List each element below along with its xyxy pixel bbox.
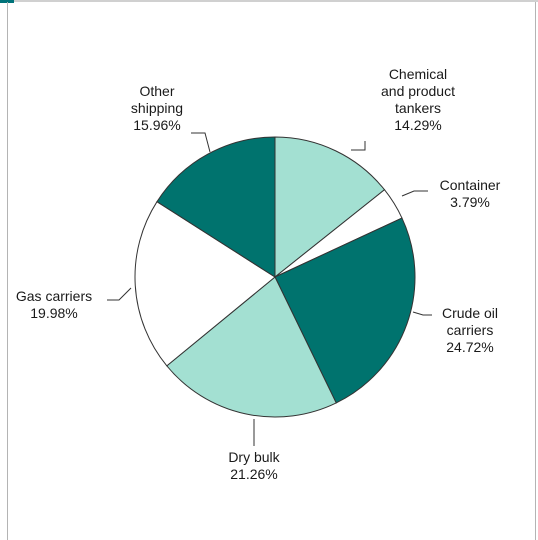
slice-label-4: Dry bulk 21.26% [228,449,280,482]
top-border [0,0,538,2]
leader-line-6 [191,132,211,153]
slice-label-2: Container 3.79% [440,177,501,210]
slice-labels: Chemical and product tankers 14.29% Containe… [16,66,501,482]
slice-label-1: Chemical and product tankers 14.29% [381,66,455,133]
slice-value-text: 21.26% [230,466,277,482]
pie-slices [134,136,416,418]
slice-label-6: Other shipping 15.96% [131,83,183,133]
top-accent-bar [0,0,14,3]
slice-value-text: 14.29% [394,117,441,133]
leader-line-1 [351,141,366,151]
slice-name-text: Chemical [389,66,447,82]
slice-label-5: Gas carriers 19.98% [16,288,92,321]
slice-name-text: Container [440,177,501,193]
slice-name-text: and product [381,83,455,99]
pie-slice-5 [134,200,276,367]
slice-value-text: 15.96% [133,117,180,133]
leader-line-3 [412,311,432,316]
pie-slice-4 [166,276,337,418]
slice-name-text: tankers [395,100,441,116]
pie-slice-6 [156,136,276,278]
slice-name-text: carriers [447,322,494,338]
slice-label-3: Crude oil carriers 24.72% [442,305,498,355]
slice-name-text: Crude oil [442,305,498,321]
right-border [535,2,536,540]
slice-name-text: Gas carriers [16,288,92,304]
pie-slice-3 [274,217,416,404]
slice-value-text: 19.98% [30,305,77,321]
left-border [7,2,8,540]
leader-line-2 [401,190,428,197]
leader-lines [107,132,432,446]
leader-line-5 [107,287,132,301]
slice-value-text: 24.72% [446,339,493,355]
slice-name-text: Dry bulk [228,449,280,465]
slice-name-text: Other [139,83,174,99]
slice-value-text: 3.79% [450,194,490,210]
pie-slice-1 [274,136,386,279]
slice-name-text: shipping [131,100,183,116]
